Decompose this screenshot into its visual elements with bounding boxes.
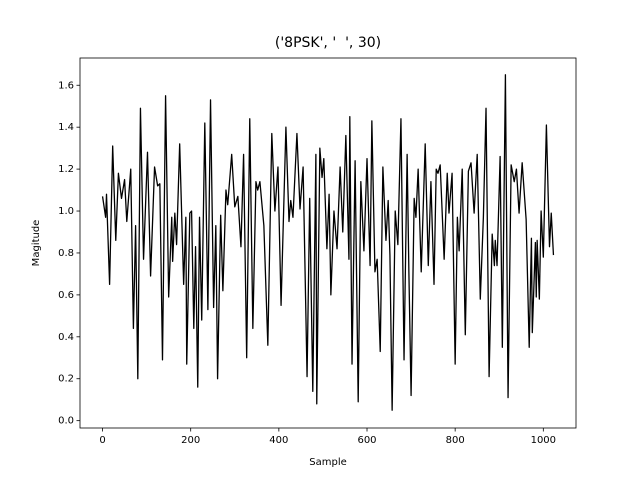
y-tick-label: 0.8: [58, 248, 74, 259]
x-tick-label: 1000: [531, 435, 556, 446]
x-tick-label: 200: [181, 435, 200, 446]
y-tick-label: 0.6: [58, 290, 74, 301]
line-series: [101, 74, 555, 411]
y-axis-label: Magitude: [31, 220, 42, 267]
y-tick-label: 1.2: [58, 164, 74, 175]
y-tick-label: 0.4: [58, 332, 74, 343]
y-tick-label: 1.0: [58, 206, 74, 217]
y-tick-label: 1.4: [58, 122, 74, 133]
x-tick-label: 400: [269, 435, 288, 446]
x-tick-label: 600: [357, 435, 376, 446]
chart-title: ('8PSK', ' ', 30): [275, 35, 381, 51]
x-axis-label: Sample: [309, 457, 347, 468]
y-tick-label: 0.2: [58, 374, 74, 385]
x-tick-label: 800: [446, 435, 465, 446]
y-tick-label: 0.0: [58, 416, 74, 427]
axes-frame: [79, 57, 577, 429]
y-tick-label: 1.6: [58, 80, 74, 91]
x-tick-label: 0: [99, 435, 105, 446]
